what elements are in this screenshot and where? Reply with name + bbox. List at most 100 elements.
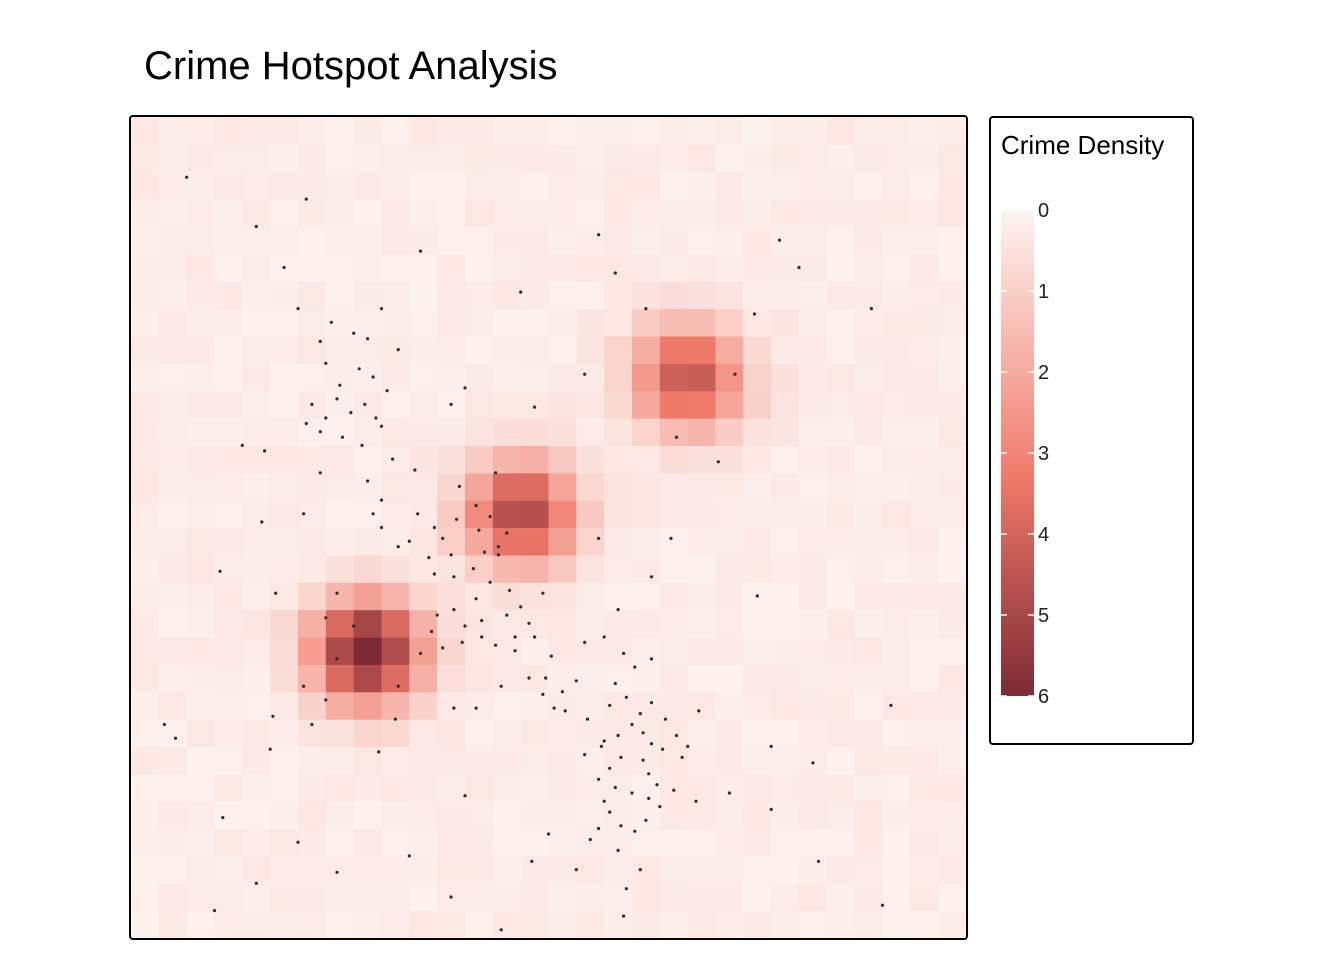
incident-point <box>329 320 333 324</box>
incident-point <box>546 832 551 836</box>
density-cell <box>492 445 522 474</box>
density-cell <box>882 691 911 720</box>
density-cell <box>882 773 911 802</box>
density-cell <box>799 308 828 337</box>
density-cell <box>465 554 494 583</box>
density-cell <box>270 117 299 145</box>
density-cell <box>158 582 188 611</box>
density-cell <box>659 171 689 200</box>
density-cell <box>715 226 744 255</box>
density-cell <box>826 117 856 145</box>
density-cell <box>131 855 160 884</box>
density-cell <box>381 719 410 748</box>
density-cell <box>409 472 438 501</box>
density-cell <box>854 445 884 474</box>
density-cell <box>186 910 216 938</box>
density-cell <box>715 500 744 529</box>
density-cell <box>854 554 884 583</box>
density-cell <box>325 472 355 501</box>
incident-point <box>379 424 384 428</box>
density-cell <box>381 828 410 857</box>
incident-point <box>474 706 478 710</box>
density-cell <box>576 773 605 802</box>
density-cell <box>548 691 577 720</box>
density-cell <box>465 253 494 282</box>
density-cell <box>353 390 383 419</box>
density-cell <box>381 554 410 583</box>
density-cell <box>771 746 800 775</box>
density-cell <box>520 855 550 884</box>
density-cell <box>799 390 828 419</box>
incident-point <box>674 733 679 738</box>
density-cell <box>242 636 271 665</box>
incident-point <box>533 635 537 639</box>
density-cell <box>743 335 772 364</box>
density-cell <box>186 719 216 748</box>
density-cell <box>548 253 577 282</box>
density-cell <box>799 746 828 775</box>
density-cell <box>353 281 383 310</box>
density-cell <box>381 910 410 938</box>
incident-point <box>686 744 690 749</box>
incident-point <box>432 572 436 576</box>
density-cell <box>799 691 828 720</box>
incident-point <box>474 504 478 508</box>
density-cell <box>325 883 355 912</box>
density-cell <box>659 746 689 775</box>
incident-point <box>274 591 278 595</box>
density-cell <box>214 746 243 775</box>
density-cell <box>910 691 939 720</box>
legend-tick-label: 6 <box>1038 686 1049 708</box>
incident-point <box>505 531 509 535</box>
density-cell <box>659 418 689 446</box>
density-cell <box>131 308 160 337</box>
density-cell <box>270 554 299 583</box>
incident-point <box>530 859 534 864</box>
density-cell <box>158 253 188 282</box>
density-cell <box>465 171 494 200</box>
density-cell <box>771 335 800 364</box>
incident-point <box>560 690 564 694</box>
density-cell <box>743 636 772 665</box>
density-cell <box>353 527 383 556</box>
density-cell <box>910 609 939 638</box>
density-cell <box>520 773 550 802</box>
density-cell <box>242 199 271 228</box>
density-cell <box>715 418 744 446</box>
incident-point <box>379 498 384 502</box>
density-cell <box>465 609 494 638</box>
density-cell <box>437 363 466 392</box>
density-cell <box>325 554 355 583</box>
incident-point <box>599 744 603 749</box>
incident-point <box>630 791 634 795</box>
density-cell <box>242 253 271 282</box>
density-cell <box>826 199 856 228</box>
density-cell <box>799 609 828 638</box>
density-cell <box>548 500 577 529</box>
density-cell <box>799 199 828 228</box>
density-cell <box>743 390 772 419</box>
density-cell <box>465 117 494 145</box>
density-cell <box>715 691 744 720</box>
incident-point <box>585 717 590 721</box>
density-cell <box>799 527 828 556</box>
incident-point <box>324 361 328 365</box>
density-cell <box>409 363 438 392</box>
density-cell <box>771 773 800 802</box>
density-cell <box>158 609 188 638</box>
density-cell <box>854 335 884 364</box>
density-cell <box>548 636 577 665</box>
density-cell <box>437 226 466 255</box>
density-cell <box>882 199 911 228</box>
density-cell <box>910 171 939 200</box>
density-cell <box>186 664 216 693</box>
density-cell <box>548 308 577 337</box>
density-cell <box>659 554 689 583</box>
incident-point <box>549 654 553 658</box>
incident-point <box>449 553 453 557</box>
incident-point <box>769 744 773 749</box>
density-cell <box>938 554 966 583</box>
density-cell <box>743 171 772 200</box>
density-cell <box>576 582 605 611</box>
density-cell <box>604 363 633 392</box>
